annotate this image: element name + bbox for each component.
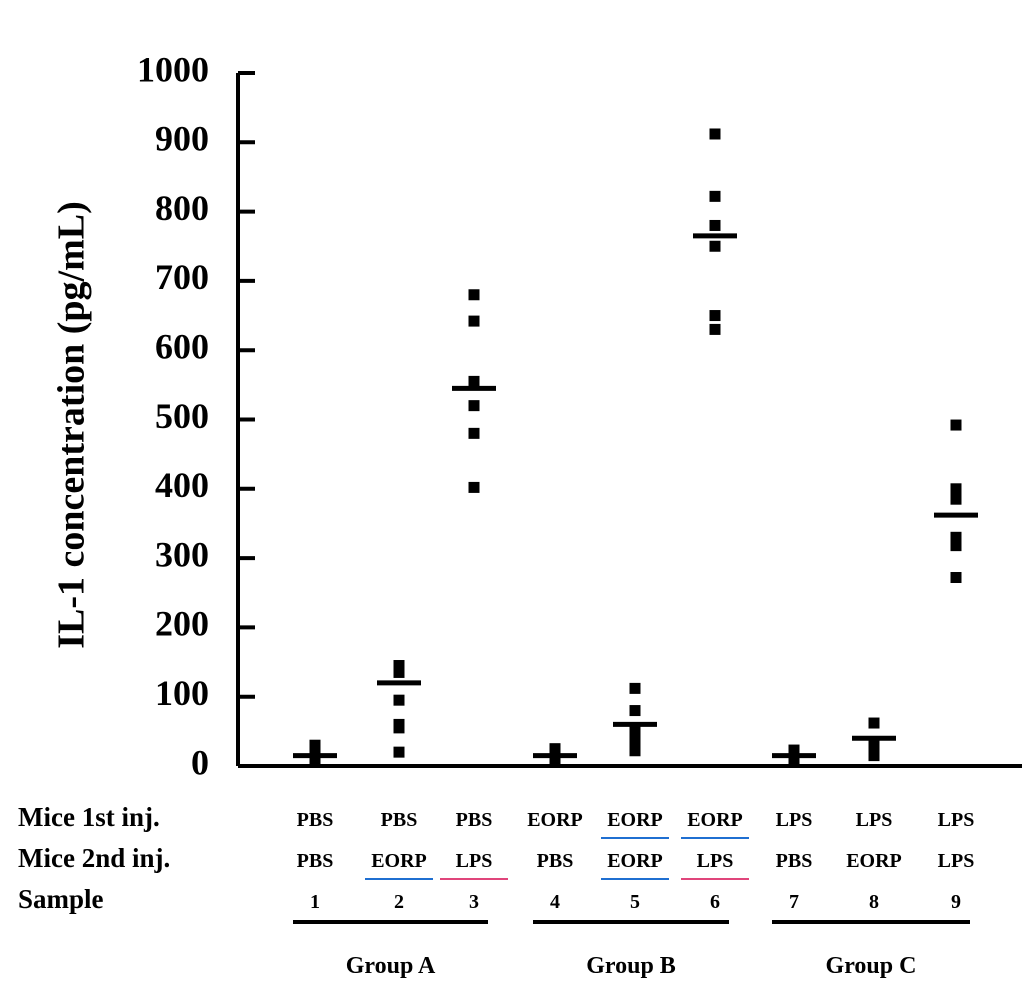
sample-6-series <box>693 128 737 335</box>
first-injection-5: EORP <box>607 809 663 831</box>
second-injection-6: LPS <box>697 850 734 872</box>
sample-4-series <box>533 743 577 765</box>
first-injection-8: LPS <box>856 809 893 831</box>
second-injection-4: PBS <box>537 850 574 872</box>
axes <box>236 73 1022 768</box>
sample-6-point-6 <box>709 323 721 335</box>
y-tick-label-300: 300 <box>155 534 209 574</box>
sample-number-2: 2 <box>394 891 404 913</box>
sample-1-series <box>293 739 337 765</box>
y-tick-label-100: 100 <box>155 673 209 713</box>
sample-5-point-6 <box>629 745 641 757</box>
y-tick-label-1000: 1000 <box>137 49 209 89</box>
sample-9-point-5 <box>950 540 962 552</box>
sample-number-3: 3 <box>469 891 479 913</box>
sample-3-series <box>452 289 496 493</box>
sample-9-point-6 <box>950 572 962 584</box>
second-injection-1: PBS <box>297 850 334 872</box>
group-label-1: Group A <box>346 953 436 979</box>
row-label-sample: Sample <box>18 884 104 914</box>
sample-2-series <box>377 660 421 758</box>
sample-3-point-1 <box>468 289 480 301</box>
y-axis-title: IL-1 concentration (pg/mL) <box>51 201 93 649</box>
group-label-3: Group C <box>826 953 917 979</box>
first-injection-1: PBS <box>297 809 334 831</box>
sample-9-point-4 <box>950 531 962 543</box>
sample-5-point-1 <box>629 682 641 694</box>
second-injection-8: EORP <box>846 850 902 872</box>
sample-3-point-4 <box>468 400 480 412</box>
y-tick-label-200: 200 <box>155 604 209 644</box>
sample-6-point-5 <box>709 310 721 322</box>
sample-2-point-1 <box>393 660 405 672</box>
first-injection-2: PBS <box>381 809 418 831</box>
sample-9-series <box>934 419 978 584</box>
first-injection-3: PBS <box>456 809 493 831</box>
second-injection-2: EORP <box>371 850 427 872</box>
sample-7-series <box>772 744 816 765</box>
sample-5-series <box>613 682 657 757</box>
sample-3-point-2 <box>468 315 480 327</box>
sample-8-point-3 <box>868 750 880 762</box>
row-label-second-injection: Mice 2nd inj. <box>18 843 170 873</box>
group-brackets: Group A Group B Group C <box>293 920 970 979</box>
sample-3-point-5 <box>468 427 480 439</box>
sample-number-4: 4 <box>550 891 560 913</box>
sample-4-point-4 <box>549 743 561 755</box>
sample-8-point-2 <box>868 739 880 751</box>
sample-5-point-5 <box>629 739 641 751</box>
second-injection-5: EORP <box>607 850 663 872</box>
sample-number-7: 7 <box>789 891 799 913</box>
sample-9-point-2 <box>950 483 962 495</box>
y-tick-label-500: 500 <box>155 396 209 436</box>
sample-7-point-4 <box>788 744 800 756</box>
data-marks <box>293 128 978 765</box>
sample-8-point-1 <box>868 717 880 729</box>
second-injection-9: LPS <box>938 850 975 872</box>
sample-2-point-6 <box>393 746 405 758</box>
sample-2-point-2 <box>393 666 405 678</box>
sample-9-point-3 <box>950 493 962 505</box>
sample-9-point-1 <box>950 419 962 431</box>
sample-number-9: 9 <box>951 891 961 913</box>
sample-6-point-1 <box>709 128 721 140</box>
y-tick-label-700: 700 <box>155 257 209 297</box>
second-injection-7: PBS <box>776 850 813 872</box>
y-tick-label-900: 900 <box>155 119 209 159</box>
sample-number-5: 5 <box>630 891 640 913</box>
sample-6-point-4 <box>709 240 721 252</box>
y-tick-label-600: 600 <box>155 326 209 366</box>
first-injection-6: EORP <box>687 809 743 831</box>
sample-number-1: 1 <box>310 891 320 913</box>
row-label-first-injection: Mice 1st inj. <box>18 802 160 832</box>
group-label-2: Group B <box>586 953 676 979</box>
y-tick-label-800: 800 <box>155 188 209 228</box>
sample-1-point-5 <box>309 739 321 751</box>
y-ticks: 0 100 200 300 400 500 600 700 800 900 1000 <box>137 49 255 782</box>
injection-table: Mice 1st inj. Mice 2nd inj. Sample PBS PB… <box>18 802 974 914</box>
sample-5-point-3 <box>629 722 641 734</box>
sample-number-8: 8 <box>869 891 879 913</box>
sample-8-series <box>852 717 896 762</box>
y-tick-label-400: 400 <box>155 465 209 505</box>
sample-3-point-3 <box>468 375 480 387</box>
first-injection-7: LPS <box>776 809 813 831</box>
y-tick-label-0: 0 <box>191 742 209 782</box>
second-injection-3: LPS <box>456 850 493 872</box>
first-injection-9: LPS <box>938 809 975 831</box>
y-axis-title-group: IL-1 concentration (pg/mL) <box>51 201 93 649</box>
sample-3-point-6 <box>468 481 480 493</box>
sample-number-6: 6 <box>710 891 720 913</box>
sample-6-point-2 <box>709 190 721 202</box>
sample-6-point-3 <box>709 219 721 231</box>
first-injection-4: EORP <box>527 809 583 831</box>
sample-5-point-2 <box>629 705 641 717</box>
sample-5-point-4 <box>629 732 641 744</box>
sample-2-point-5 <box>393 722 405 734</box>
sample-2-point-3 <box>393 694 405 706</box>
